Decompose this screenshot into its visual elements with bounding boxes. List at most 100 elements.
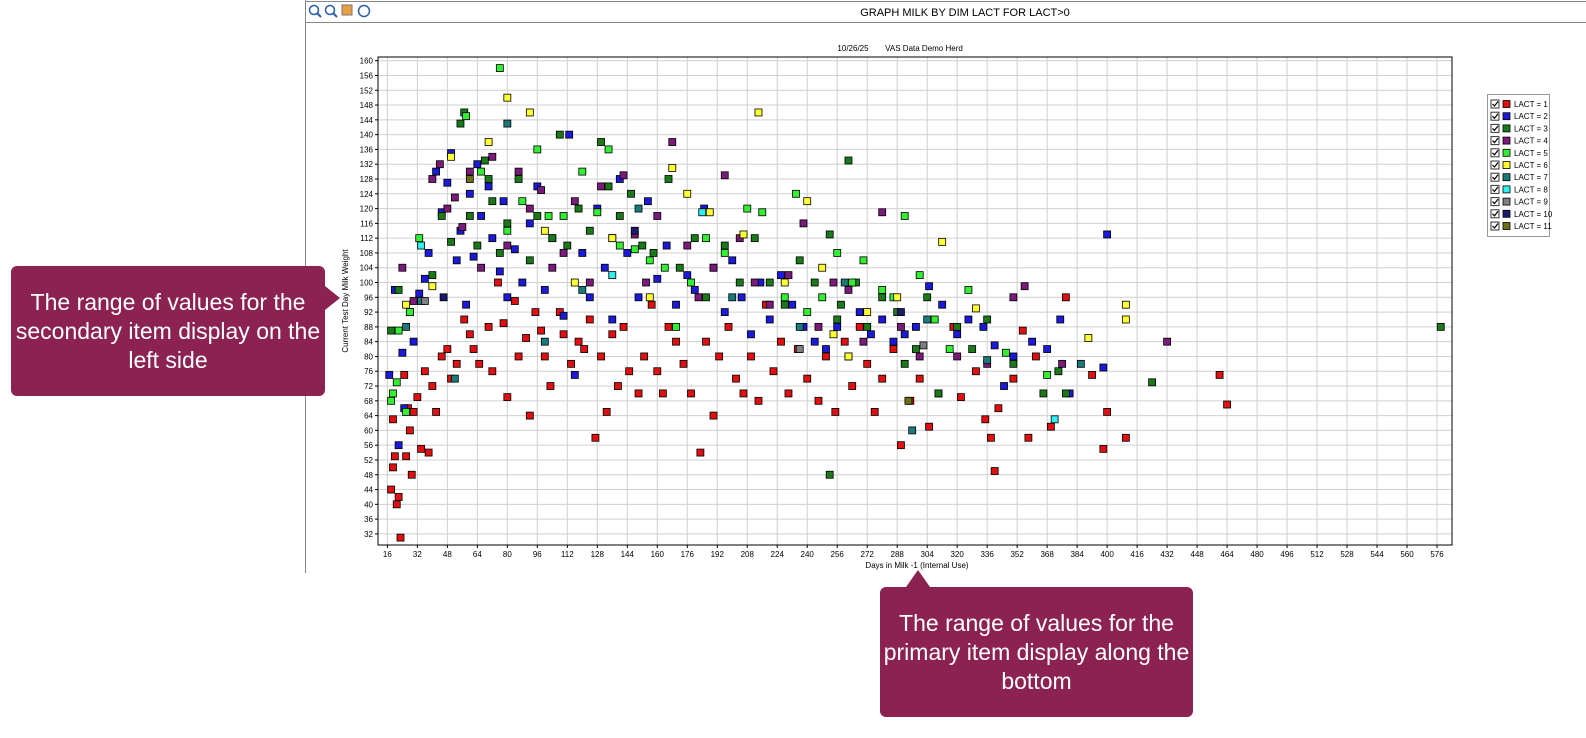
point <box>908 426 917 435</box>
legend-checkbox[interactable] <box>1490 148 1500 158</box>
point <box>737 293 746 302</box>
legend-checkbox[interactable] <box>1490 123 1500 133</box>
print[interactable] <box>341 4 353 16</box>
legend-check[interactable] <box>1492 174 1499 181</box>
point <box>630 226 639 235</box>
legend-swatch <box>1502 100 1511 108</box>
legend-check[interactable] <box>1492 125 1499 132</box>
point <box>1043 345 1052 353</box>
x-tick-label: 48 <box>443 550 452 559</box>
legend-checkbox[interactable] <box>1490 172 1500 182</box>
point <box>525 204 534 213</box>
legend-checkbox[interactable] <box>1490 111 1500 121</box>
point <box>627 189 635 198</box>
point <box>544 212 553 220</box>
point <box>660 263 669 272</box>
legend-label: LACT = 4 <box>1514 137 1548 146</box>
point <box>460 315 469 324</box>
point <box>1046 422 1055 431</box>
legend-check[interactable] <box>1492 149 1499 156</box>
point <box>559 249 568 257</box>
legend-label: LACT = 8 <box>1514 185 1548 194</box>
x-tick-label: 480 <box>1250 550 1264 559</box>
point <box>1054 367 1063 376</box>
legend-swatch <box>1502 148 1511 157</box>
point <box>1121 315 1130 324</box>
legend-checkbox[interactable] <box>1490 209 1500 219</box>
point <box>829 278 838 287</box>
point <box>938 237 947 246</box>
point <box>732 374 740 383</box>
point <box>938 300 947 309</box>
point <box>428 271 437 280</box>
x-tick-label: 304 <box>921 550 935 559</box>
point <box>608 315 617 324</box>
plot-border <box>377 56 1453 546</box>
point <box>844 352 853 361</box>
point <box>435 160 444 169</box>
point <box>990 341 999 350</box>
x-tick-label: 336 <box>980 550 994 559</box>
point <box>443 204 452 213</box>
legend-checkbox[interactable] <box>1490 160 1500 170</box>
x-tick-label: 224 <box>771 550 785 559</box>
legend-check[interactable] <box>1492 101 1499 107</box>
legend-checkbox[interactable] <box>1490 99 1500 109</box>
legend-check[interactable] <box>1492 198 1499 205</box>
help[interactable] <box>357 4 371 18</box>
point <box>488 197 497 206</box>
point <box>649 249 658 257</box>
legend-check[interactable] <box>1492 137 1499 144</box>
point <box>1043 371 1052 379</box>
point <box>420 274 429 283</box>
legend-checkbox[interactable] <box>1490 136 1500 146</box>
point <box>514 167 523 176</box>
point <box>647 300 656 309</box>
point <box>981 415 990 424</box>
x-tick-label: 128 <box>591 550 605 559</box>
point <box>398 348 407 357</box>
point <box>683 271 692 280</box>
zoom-in[interactable] <box>308 4 322 18</box>
legend-check[interactable] <box>1492 223 1499 229</box>
point <box>659 389 667 398</box>
point <box>672 322 680 331</box>
legend-check[interactable] <box>1492 162 1499 168</box>
legend-checkbox[interactable] <box>1490 197 1500 207</box>
legend-check[interactable] <box>1492 113 1499 120</box>
legend-label: LACT = 10 <box>1514 210 1553 219</box>
point <box>1018 326 1027 335</box>
point <box>653 367 662 376</box>
point <box>803 197 812 206</box>
legend-checkbox[interactable] <box>1490 184 1500 194</box>
x-tick-label: 176 <box>681 550 695 559</box>
point <box>945 345 954 353</box>
x-tick-label: 272 <box>861 550 875 559</box>
point <box>735 278 744 287</box>
point <box>863 359 872 368</box>
point <box>452 256 461 265</box>
legend-check[interactable] <box>1492 210 1499 217</box>
point <box>417 444 426 453</box>
point <box>387 326 396 335</box>
y-tick-label: 140 <box>360 131 374 140</box>
point <box>570 371 579 379</box>
point <box>1024 433 1033 442</box>
point <box>615 241 624 250</box>
x-tick-label: 352 <box>1010 550 1024 559</box>
point <box>437 212 446 220</box>
point <box>546 382 555 390</box>
point <box>912 322 920 331</box>
point <box>585 278 594 287</box>
point <box>465 175 474 183</box>
point <box>574 204 583 213</box>
zoom-out[interactable] <box>324 4 338 18</box>
point <box>769 367 778 376</box>
y-tick-label: 60 <box>364 426 373 435</box>
legend-check[interactable] <box>1492 186 1499 193</box>
point <box>415 234 424 243</box>
y-tick-label: 44 <box>364 486 373 495</box>
point <box>387 485 396 494</box>
legend-checkbox[interactable] <box>1490 221 1500 231</box>
point <box>514 175 523 183</box>
